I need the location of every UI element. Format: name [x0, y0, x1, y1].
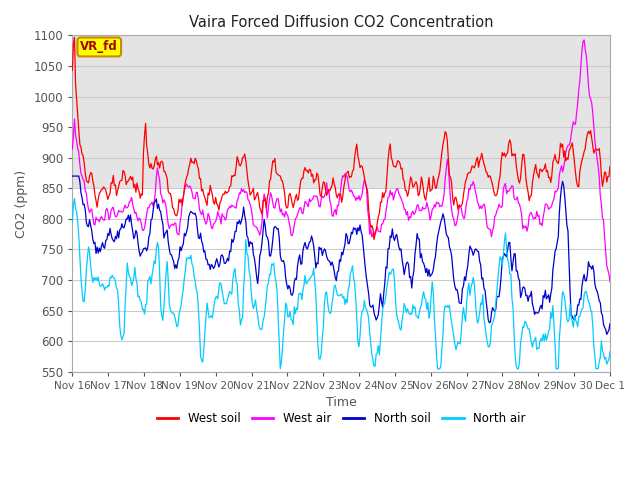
- Title: Vaira Forced Diffusion CO2 Concentration: Vaira Forced Diffusion CO2 Concentration: [189, 15, 493, 30]
- Y-axis label: CO2 (ppm): CO2 (ppm): [15, 169, 28, 238]
- Text: VR_fd: VR_fd: [81, 40, 118, 53]
- X-axis label: Time: Time: [326, 396, 356, 409]
- Bar: [72, 36, 610, 188]
- Legend: West soil, West air, North soil, North air: West soil, West air, North soil, North a…: [152, 408, 530, 430]
